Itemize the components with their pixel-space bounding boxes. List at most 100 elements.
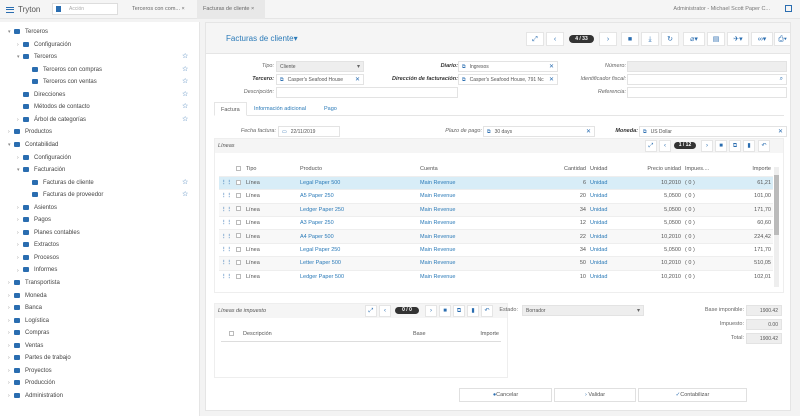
scrollbar[interactable] [774,167,779,287]
row-checkbox[interactable] [236,206,241,212]
sidebar-item[interactable]: › Pagos [17,217,52,224]
open-link-icon[interactable]: ⧉ [280,77,284,83]
previous-button[interactable]: ‹ [659,140,671,152]
favorite-star-icon[interactable]: ☆ [182,191,189,199]
clear-icon[interactable]: ✕ [548,77,554,83]
new-button[interactable]: ■ [621,32,639,46]
switch-view-button[interactable]: ⤢ [645,140,657,152]
open-line-button[interactable]: ⧉ [729,140,741,152]
sidebar-item[interactable]: › Planes contables [17,229,80,236]
expander-icon[interactable]: ▾ [8,142,11,149]
tab-pago[interactable]: Pago [324,106,337,112]
expander-icon[interactable]: › [8,367,10,374]
sidebar-item[interactable]: › Ventas [8,342,44,349]
referencia-input[interactable] [627,87,787,98]
cancel-button[interactable]: ●Cancelar [459,388,552,402]
diario-field[interactable]: ⧉ Ingresos ✕ [458,61,558,72]
sidebar-item[interactable]: › Configuración [17,154,72,161]
delete-button[interactable]: ▮ [467,305,479,317]
drag-handle-icon[interactable]: ⋮⋮ [221,233,232,240]
expander-icon[interactable]: ▾ [17,167,20,174]
print-button[interactable]: ⎙▾ [774,32,791,46]
descripcion-input[interactable] [276,87,458,98]
app-menu-button[interactable]: Tryton [6,5,40,14]
previous-button[interactable]: ‹ [546,32,564,46]
tercero-field[interactable]: ⧉ Casper's Seafood House ✕ [276,74,364,85]
sidebar-item[interactable]: › Procesos [17,254,60,261]
switch-view-button[interactable]: ⤢ [526,32,544,46]
sidebar-item[interactable]: ▾ Contabilidad [8,141,59,149]
close-icon[interactable]: × [181,6,185,12]
expander-icon[interactable]: › [8,317,10,324]
expander-icon[interactable]: › [8,355,10,362]
tab-factura[interactable]: Factura [214,102,247,116]
note-button[interactable]: ▤ [707,32,725,46]
expander-icon[interactable]: › [17,242,19,249]
moneda-field[interactable]: ⧉ US Dollar ✕ [639,126,787,137]
open-button[interactable]: ⧉ [453,305,465,317]
row-checkbox[interactable] [236,192,241,198]
expander-icon[interactable]: › [17,254,19,261]
sidebar-item[interactable]: › Asientos [17,204,58,211]
attachment-button[interactable]: ⌀▾ [683,32,705,46]
row-checkbox[interactable] [236,179,241,185]
page-title[interactable]: Facturas de cliente▾ [226,34,298,43]
drag-handle-icon[interactable]: ⋮⋮ [221,260,232,267]
sidebar-item[interactable]: › Banca [8,305,43,312]
sidebar-item[interactable]: › Proyectos [8,367,52,374]
favorite-star-icon[interactable]: ☆ [182,90,189,98]
expander-icon[interactable]: › [17,154,19,161]
idfiscal-field[interactable]: ⌕ [627,74,787,85]
preferences-icon[interactable] [785,5,792,12]
next-button[interactable]: › [425,305,437,317]
sidebar-item[interactable]: Direcciones [17,91,65,104]
clear-icon[interactable]: ✕ [585,129,591,135]
expander-icon[interactable]: › [8,280,10,287]
sidebar-item[interactable]: › Extractos [17,242,60,249]
sidebar-item[interactable]: ▾ Facturación [17,167,66,174]
sidebar-item[interactable]: Facturas de cliente [26,179,94,192]
expander-icon[interactable]: › [8,380,10,387]
expander-icon[interactable]: › [8,342,10,349]
row-checkbox[interactable] [236,273,241,279]
clear-icon[interactable]: ✕ [777,129,783,135]
expander-icon[interactable]: › [8,330,10,337]
drag-handle-icon[interactable]: ⋮⋮ [221,193,232,200]
previous-button[interactable]: ‹ [379,305,391,317]
sidebar-item[interactable]: › Administration [8,392,64,400]
favorite-star-icon[interactable]: ☆ [182,103,189,111]
sidebar-item[interactable]: ▾ Terceros [17,54,58,61]
row-checkbox[interactable] [236,233,241,239]
new-button[interactable]: ■ [439,305,451,317]
sidebar-item[interactable]: ▾ Terceros [8,29,49,36]
sidebar-item[interactable]: › Árbol de categorías [17,116,87,123]
clear-icon[interactable]: ✕ [354,77,360,83]
close-icon[interactable]: × [251,6,255,12]
sidebar-item[interactable]: › Productos [8,129,53,136]
new-line-button[interactable]: ■ [715,140,727,152]
save-button[interactable]: ⤓ [641,32,659,46]
sidebar-item[interactable]: Métodos de contacto [17,104,90,116]
undo-button[interactable]: ↶ [481,305,493,317]
fecha-field[interactable]: ▭ 22/11/2019 [278,126,340,137]
sidebar-item[interactable]: › Moneda [8,292,47,299]
expander-icon[interactable]: › [17,41,19,48]
next-button[interactable]: › [701,140,713,152]
relate-button[interactable]: ∞▾ [751,32,773,46]
table-row[interactable]: ⋮⋮ Línea Ledger Paper 250 Main Revenue 34 Uni… [219,202,773,217]
sidebar-item[interactable]: › Producción [8,380,56,387]
select-all-checkbox[interactable] [228,330,234,336]
table-row[interactable]: ⋮⋮ Línea Legal Paper 250 Main Revenue 34 Unid… [219,242,773,257]
row-checkbox[interactable] [236,219,241,225]
drag-handle-icon[interactable]: ⋮⋮ [221,274,232,281]
action-input[interactable]: Acción [69,6,85,12]
row-checkbox[interactable] [236,246,241,252]
open-link-icon[interactable]: ⧉ [487,129,491,135]
table-row[interactable]: ⋮⋮ Línea Legal Paper 500 Main Revenue 6 Unida… [219,175,773,190]
favorite-star-icon[interactable]: ☆ [182,178,189,186]
delete-line-button[interactable]: ▮ [743,140,755,152]
action-search[interactable]: Acción [52,3,118,15]
expander-icon[interactable]: › [17,267,19,274]
sidebar-item[interactable]: › Compras [8,330,50,337]
tab-terceros[interactable]: Terceros con com... × [132,6,185,12]
